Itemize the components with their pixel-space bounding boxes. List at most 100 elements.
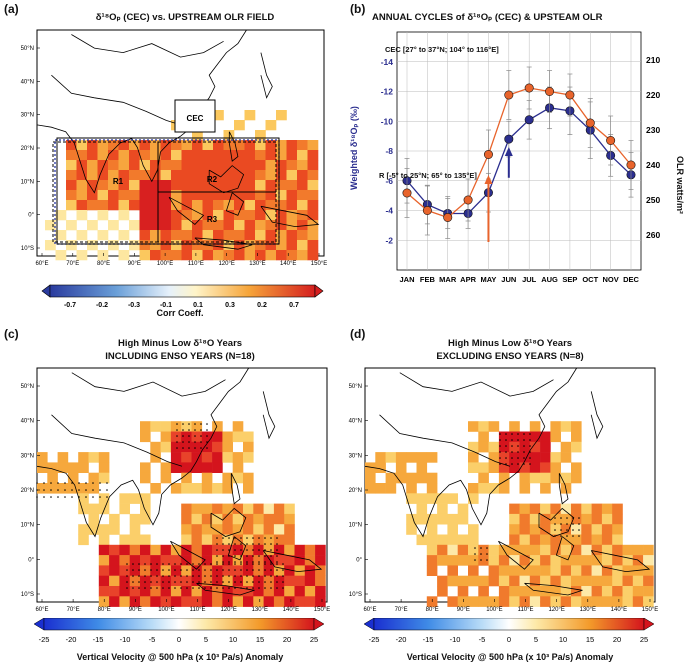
corr-cell (129, 160, 140, 171)
vv-cell (550, 555, 561, 566)
significance-dot (566, 523, 568, 525)
vv-cell (560, 441, 572, 453)
lon-label: 100°E (486, 607, 502, 613)
corr-cell (192, 210, 203, 221)
vv-cell (571, 596, 582, 607)
vv-cell (498, 431, 510, 443)
corr-cell (150, 180, 161, 191)
vv-cell (426, 544, 438, 556)
vv-cell (498, 483, 510, 494)
vv-cell (170, 483, 182, 494)
significance-dot (252, 563, 254, 565)
vv-cell (406, 483, 417, 494)
colorbar-tick-label: -15 (93, 635, 104, 644)
vv-cell (406, 472, 417, 484)
vv-cell (181, 565, 192, 576)
significance-dot (168, 587, 170, 589)
vv-cell (201, 483, 213, 494)
corr-cell (192, 200, 203, 211)
significance-dot (210, 587, 212, 589)
vv-cell (243, 472, 254, 484)
corr-cell (307, 170, 319, 181)
vv-cell (212, 555, 223, 566)
corr-cell (265, 210, 277, 221)
corr-cell (139, 250, 151, 261)
corr-cell (160, 150, 172, 161)
corr-cell (181, 250, 193, 261)
significance-dot (57, 482, 59, 484)
vv-cell (243, 483, 254, 494)
corr-cell (76, 150, 88, 161)
vv-cell (437, 555, 448, 566)
corr-cell (202, 140, 214, 151)
vv-cell (406, 524, 417, 535)
significance-dot (258, 563, 260, 565)
significance-dot (258, 537, 260, 539)
vv-cell (212, 534, 223, 546)
vv-cell (529, 555, 541, 566)
vv-cell (643, 544, 654, 556)
vv-cell (509, 503, 520, 515)
vv-cell (540, 596, 551, 607)
vv-cell (181, 452, 192, 463)
vv-cell (181, 421, 192, 432)
vv-cell (571, 462, 582, 473)
vv-cell (37, 462, 48, 473)
corr-cell (66, 170, 77, 181)
vv-cell (253, 513, 264, 525)
corr-cell (129, 180, 140, 191)
lat-label: 30°N (349, 453, 362, 459)
vv-cell (119, 544, 130, 556)
corr-cell (223, 160, 235, 171)
vv-cell (160, 596, 172, 607)
corr-cell (202, 170, 214, 181)
vv-cell (253, 534, 264, 546)
significance-dot (168, 563, 170, 565)
corr-cell (297, 190, 308, 201)
significance-dot (180, 587, 182, 589)
vv-cell (540, 555, 551, 566)
vv-cell (140, 586, 151, 597)
vv-cell (571, 544, 582, 556)
vv-cell (243, 596, 254, 607)
corr-cell (129, 190, 140, 201)
vv-cell (571, 555, 582, 566)
corr-cell (139, 150, 151, 161)
corr-cell (66, 160, 77, 171)
corr-cell (192, 170, 203, 181)
vv-cell (488, 441, 500, 453)
corr-cell (213, 190, 224, 201)
significance-dot (216, 555, 218, 557)
vv-cell (560, 472, 572, 484)
corr-cell (150, 140, 161, 151)
bottom-colorbars: -25 -20 -15 -10 -5 0 5 10 15 20 25 -25 -20 -15 -10 -5 0… (33, 618, 655, 644)
vv-cell (529, 544, 541, 556)
vv-cell (201, 544, 213, 556)
vv-cell (191, 575, 203, 587)
vv-cell (560, 565, 572, 576)
vv-cell (78, 483, 89, 494)
vv-cell (426, 483, 438, 494)
vv-cell (232, 586, 244, 597)
vv-cell (632, 596, 644, 607)
significance-dot (511, 457, 513, 459)
vv-cell (273, 534, 285, 546)
significance-dot (138, 563, 140, 565)
vv-cell (643, 596, 654, 607)
vv-cell (232, 452, 244, 463)
coastline (36, 367, 250, 538)
corr-cell (244, 110, 256, 121)
vv-cell (519, 596, 531, 607)
vv-cell (478, 472, 489, 484)
vv-cell (478, 544, 489, 556)
xtick-label: JAN (399, 275, 414, 284)
vv-cell (263, 513, 275, 525)
significance-dot (246, 563, 248, 565)
significance-dot (264, 563, 266, 565)
vv-cell (243, 544, 254, 556)
significance-dot (222, 537, 224, 539)
corr-cell (286, 240, 298, 251)
corr-cell (150, 220, 161, 231)
vv-cell (581, 575, 592, 587)
significance-dot (554, 535, 556, 537)
